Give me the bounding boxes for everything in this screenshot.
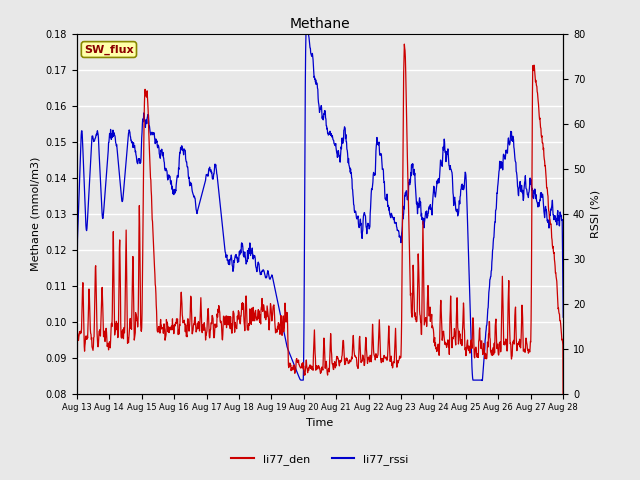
Title: Methane: Methane — [290, 17, 350, 31]
Legend: li77_den, li77_rssi: li77_den, li77_rssi — [227, 450, 413, 469]
X-axis label: Time: Time — [307, 418, 333, 428]
Y-axis label: RSSI (%): RSSI (%) — [591, 190, 601, 238]
Text: SW_flux: SW_flux — [84, 44, 134, 55]
Y-axis label: Methane (mmol/m3): Methane (mmol/m3) — [30, 156, 40, 271]
